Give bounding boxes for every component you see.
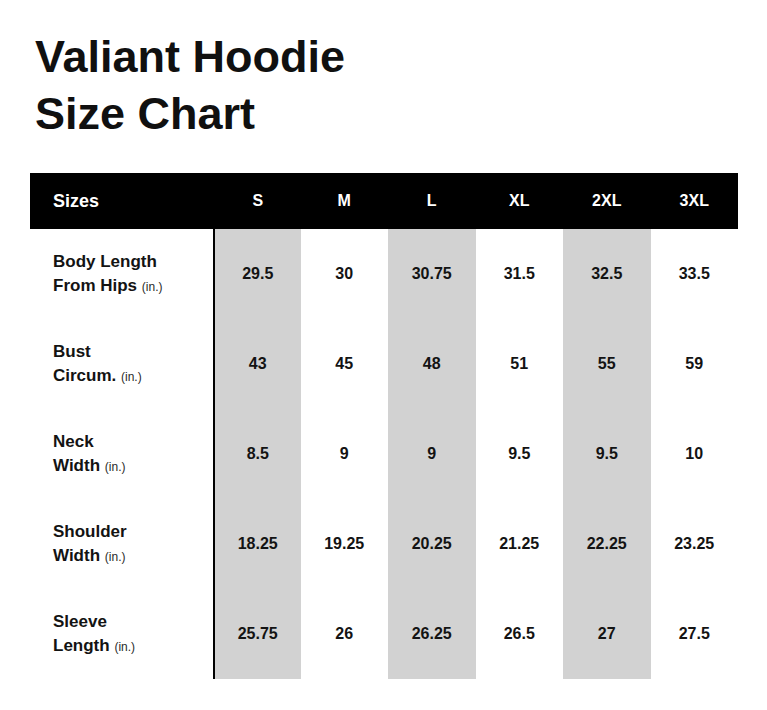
- size-value-cell: 10: [651, 409, 739, 499]
- size-value-cell: 29.5: [213, 229, 301, 319]
- size-value-cell: 22.25: [563, 499, 651, 589]
- size-value-cell: 32.5: [563, 229, 651, 319]
- row-label-unit: (in.): [121, 370, 142, 384]
- row-label-line1: Sleeve: [53, 610, 213, 634]
- size-value-cell: 18.25: [213, 499, 301, 589]
- size-value-cell: 8.5: [213, 409, 301, 499]
- size-value-cell: 26.25: [388, 589, 476, 679]
- column-header-l: L: [388, 192, 476, 210]
- column-header-sizes: Sizes: [30, 191, 213, 212]
- row-label-unit: (in.): [142, 280, 163, 294]
- row-label: Neck Width (in.): [30, 409, 213, 499]
- size-value-cell: 30: [301, 229, 389, 319]
- table-row-sleeve-length: Sleeve Length (in.) 25.75 26 26.25 26.5 …: [30, 589, 738, 679]
- table-row-body-length: Body Length From Hips (in.) 29.5 30 30.7…: [30, 229, 738, 319]
- row-label-line2: Length (in.): [53, 634, 213, 659]
- size-value-cell: 19.25: [301, 499, 389, 589]
- size-chart-table: Sizes S M L XL 2XL 3XL Body Length From …: [30, 173, 738, 679]
- table-row-neck-width: Neck Width (in.) 8.5 9 9 9.5 9.5 10: [30, 409, 738, 499]
- page-title-line1: Valiant Hoodie: [35, 28, 345, 85]
- size-value-cell: 59: [651, 319, 739, 409]
- row-label-unit: (in.): [114, 640, 135, 654]
- row-label-line2: From Hips (in.): [53, 274, 213, 299]
- row-label-line1: Neck: [53, 430, 213, 454]
- size-value-cell: 26.5: [476, 589, 564, 679]
- column-header-xl: XL: [476, 192, 564, 210]
- table-header-row: Sizes S M L XL 2XL 3XL: [30, 173, 738, 229]
- size-value-cell: 20.25: [388, 499, 476, 589]
- size-value-cell: 30.75: [388, 229, 476, 319]
- size-value-cell: 9: [301, 409, 389, 499]
- table-row-bust-circum: Bust Circum. (in.) 43 45 48 51 55 59: [30, 319, 738, 409]
- row-label-unit: (in.): [105, 550, 126, 564]
- size-value-cell: 9: [388, 409, 476, 499]
- size-value-cell: 23.25: [651, 499, 739, 589]
- column-header-m: M: [301, 192, 389, 210]
- size-value-cell: 51: [476, 319, 564, 409]
- size-value-cell: 55: [563, 319, 651, 409]
- page-title-line2: Size Chart: [35, 85, 345, 142]
- row-label-line2-text: Circum.: [53, 366, 116, 385]
- row-label-line2-text: Length: [53, 636, 110, 655]
- column-header-2xl: 2XL: [563, 192, 651, 210]
- column-header-3xl: 3XL: [651, 192, 739, 210]
- row-label-line2-text: Width: [53, 546, 100, 565]
- row-label-line1: Body Length: [53, 250, 213, 274]
- size-value-cell: 48: [388, 319, 476, 409]
- table-row-shoulder-width: Shoulder Width (in.) 18.25 19.25 20.25 2…: [30, 499, 738, 589]
- row-label: Sleeve Length (in.): [30, 589, 213, 679]
- size-value-cell: 45: [301, 319, 389, 409]
- size-value-cell: 9.5: [476, 409, 564, 499]
- row-label-line2-text: From Hips: [53, 276, 137, 295]
- size-value-cell: 26: [301, 589, 389, 679]
- page: Valiant Hoodie Size Chart Sizes S M L XL…: [0, 0, 767, 710]
- row-label: Shoulder Width (in.): [30, 499, 213, 589]
- size-value-cell: 27: [563, 589, 651, 679]
- size-value-cell: 43: [213, 319, 301, 409]
- size-value-cell: 27.5: [651, 589, 739, 679]
- row-label: Body Length From Hips (in.): [30, 229, 213, 319]
- size-value-cell: 21.25: [476, 499, 564, 589]
- row-label-line1: Bust: [53, 340, 213, 364]
- row-label: Bust Circum. (in.): [30, 319, 213, 409]
- size-value-cell: 33.5: [651, 229, 739, 319]
- row-label-line2: Circum. (in.): [53, 364, 213, 389]
- row-label-line2-text: Width: [53, 456, 100, 475]
- size-value-cell: 31.5: [476, 229, 564, 319]
- size-value-cell: 25.75: [213, 589, 301, 679]
- row-label-unit: (in.): [105, 460, 126, 474]
- row-label-line2: Width (in.): [53, 544, 213, 569]
- row-label-line2: Width (in.): [53, 454, 213, 479]
- page-title: Valiant Hoodie Size Chart: [35, 28, 345, 142]
- size-value-cell: 9.5: [563, 409, 651, 499]
- column-header-s: S: [213, 192, 301, 210]
- row-label-line1: Shoulder: [53, 520, 213, 544]
